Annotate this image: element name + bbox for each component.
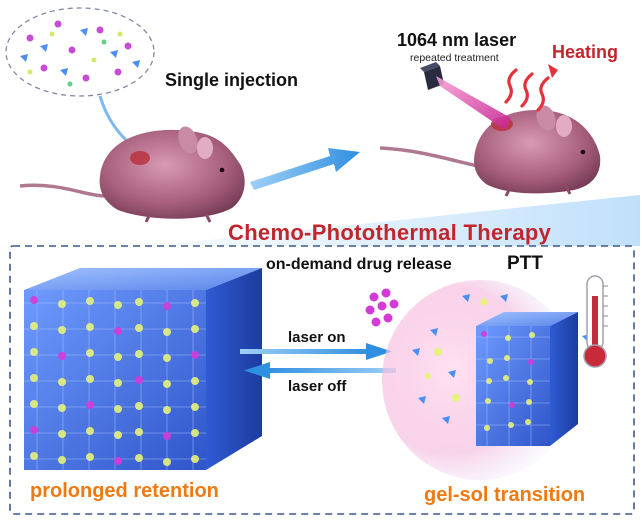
crosslink-node: [135, 376, 143, 384]
laser-off-label: laser off: [288, 378, 347, 395]
heating-waves: [504, 68, 550, 112]
crosslink-node: [191, 377, 199, 385]
crosslink-node: [58, 326, 66, 334]
crosslink-node: [163, 328, 171, 336]
crosslink-node: [163, 380, 171, 388]
crosslink-node: [487, 358, 493, 364]
crosslink-node: [191, 351, 199, 359]
crosslink-node: [86, 297, 94, 305]
crosslink-node: [86, 323, 94, 331]
crosslink-node: [529, 332, 535, 338]
crosslink-node: [114, 379, 122, 387]
crosslink-node: [58, 404, 66, 412]
crosslink-node: [191, 325, 199, 333]
crosslink-node: [526, 399, 532, 405]
crosslink-node: [86, 453, 94, 461]
cube-right-nodes: [476, 326, 550, 446]
single-injection-label: Single injection: [165, 70, 299, 90]
backdrop-sheet: [150, 195, 640, 246]
crosslink-node: [135, 298, 143, 306]
crosslink-node: [163, 354, 171, 362]
mouse-left: [19, 126, 245, 223]
crosslink-node: [30, 452, 38, 460]
crosslink-node: [135, 402, 143, 410]
crosslink-node: [135, 428, 143, 436]
hydrogel-cube-right: [382, 280, 590, 480]
crosslink-node: [114, 457, 122, 465]
crosslink-node: [30, 400, 38, 408]
crosslink-node: [163, 458, 171, 466]
crosslink-node: [191, 403, 199, 411]
crosslink-node: [484, 425, 490, 431]
laser-off-arrow: [244, 362, 396, 379]
crosslink-node: [86, 401, 94, 409]
hydrogel-cube-left: [24, 268, 262, 470]
transition-arrow: [250, 148, 360, 190]
crosslink-node: [58, 300, 66, 308]
crosslink-node: [528, 359, 534, 365]
crosslink-node: [486, 378, 492, 384]
crosslink-node: [191, 429, 199, 437]
crosslink-node: [114, 353, 122, 361]
crosslink-node: [504, 355, 510, 361]
crosslink-node: [163, 406, 171, 414]
drug-release-label: on-demand drug release: [266, 256, 452, 273]
crosslink-node: [58, 430, 66, 438]
crosslink-node: [114, 405, 122, 413]
crosslink-node: [509, 402, 515, 408]
crosslink-node: [114, 327, 122, 335]
heating-label: Heating: [552, 42, 619, 62]
crosslink-node: [30, 348, 38, 356]
crosslink-node: [135, 454, 143, 462]
crosslink-node: [86, 349, 94, 357]
crosslink-node: [135, 350, 143, 358]
laser-device: [420, 62, 444, 90]
crosslink-node: [30, 374, 38, 382]
crosslink-node: [163, 302, 171, 310]
crosslink-node: [191, 455, 199, 463]
component-particles: [20, 20, 140, 87]
crosslink-node: [30, 322, 38, 330]
crosslink-node: [503, 375, 509, 381]
crosslink-node: [525, 419, 531, 425]
crosslink-node: [58, 456, 66, 464]
crosslink-node: [86, 427, 94, 435]
prolonged-retention-label: prolonged retention: [30, 480, 219, 502]
component-ellipse: [5, 7, 155, 97]
laser-on-arrow: [240, 343, 392, 360]
crosslink-node: [485, 398, 491, 404]
therapy-title: Chemo-Photothermal Therapy: [228, 220, 552, 245]
released-fragments: [412, 294, 590, 424]
crosslink-node: [30, 296, 38, 304]
crosslink-node: [86, 375, 94, 383]
thermometer-icon: [583, 275, 608, 368]
gel-sol-transition-label: gel-sol transition: [424, 484, 586, 506]
crosslink-node: [481, 331, 487, 337]
crosslink-node: [114, 431, 122, 439]
crosslink-node: [58, 378, 66, 386]
laser-beam: [436, 76, 511, 130]
crosslink-node: [508, 422, 514, 428]
crosslink-node: [135, 324, 143, 332]
drug-molecules: [365, 288, 399, 327]
tumor-site-left: [130, 151, 150, 165]
crosslink-node: [527, 379, 533, 385]
heating-arrowhead: [548, 64, 558, 78]
crosslink-node: [505, 335, 511, 341]
crosslink-node: [30, 426, 38, 434]
laser-on-label: laser on: [288, 329, 346, 346]
crosslink-node: [58, 352, 66, 360]
crosslink-node: [191, 299, 199, 307]
laser-wavelength-label: 1064 nm laser: [397, 30, 517, 50]
cube-left-nodes: [24, 290, 206, 470]
crosslink-node: [114, 301, 122, 309]
crosslink-node: [163, 432, 171, 440]
laser-treatment-label: repeated treatment: [410, 52, 499, 64]
ptt-label: PTT: [507, 253, 543, 274]
